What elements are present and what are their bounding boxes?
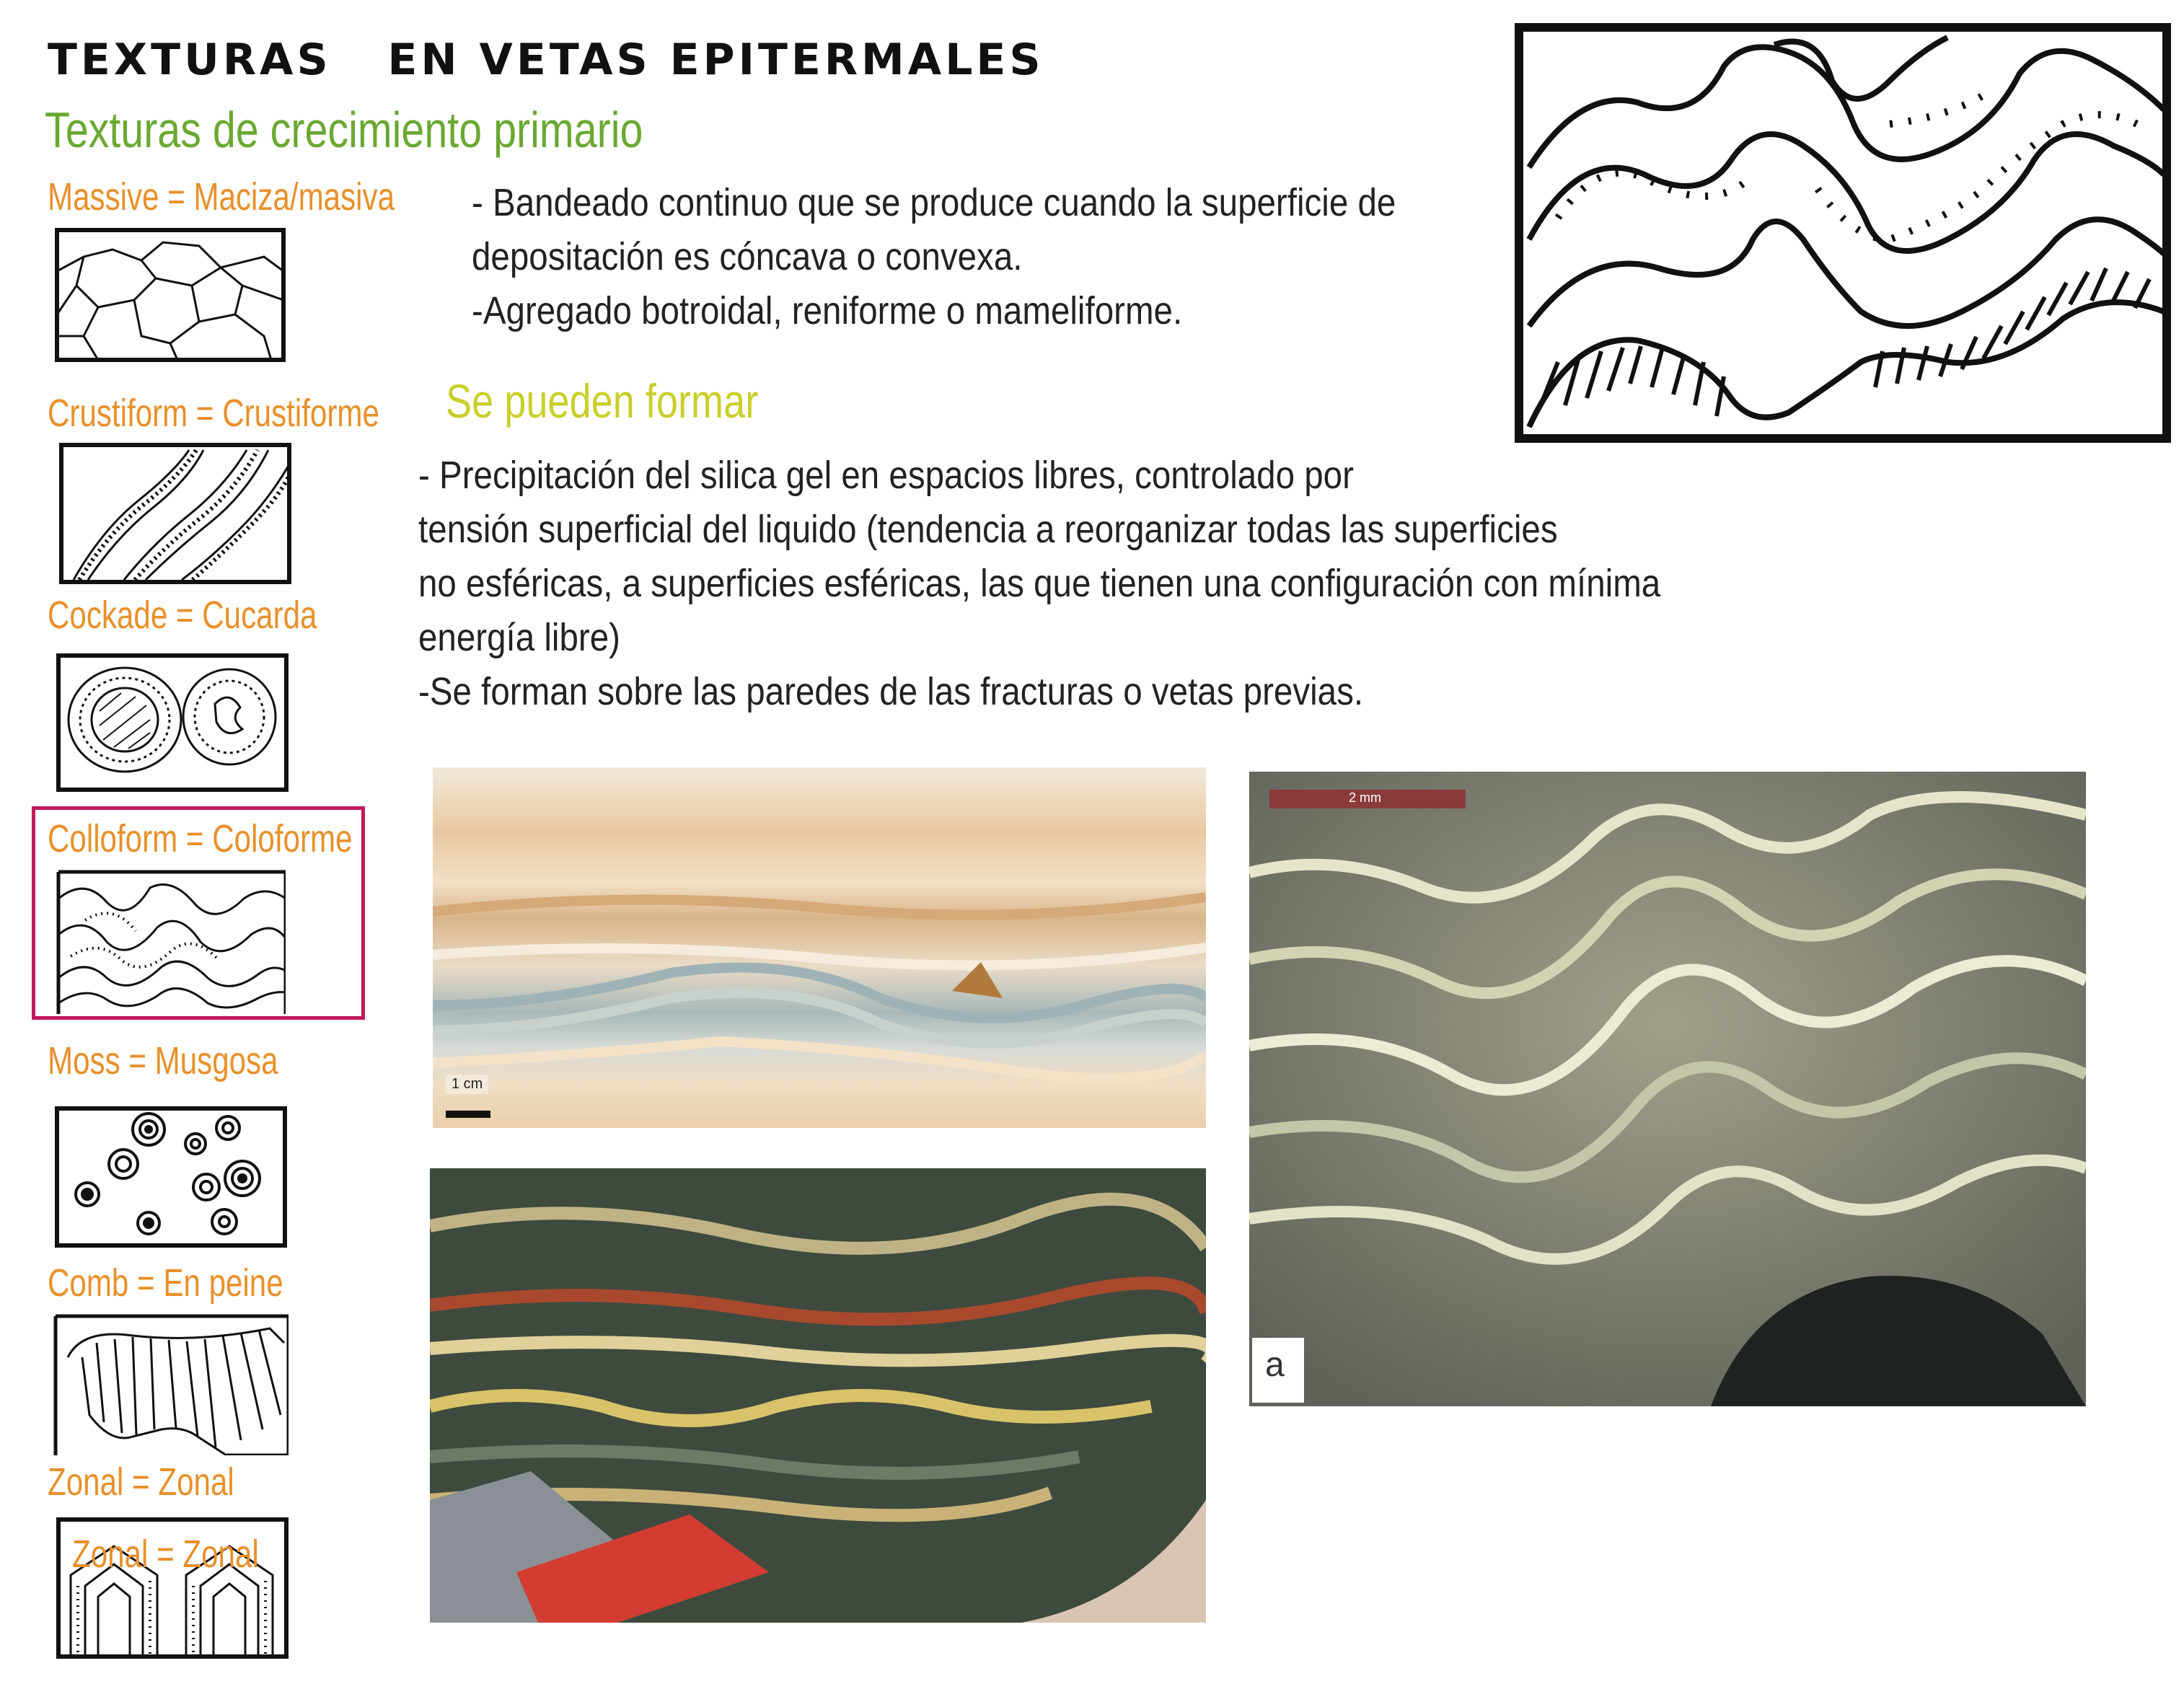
- description-line: depositación es cóncava o convexa.: [472, 235, 1023, 278]
- colloform-highlight-box: [32, 806, 365, 1020]
- description-line: -Agregado botroidal, reniforme o mamelif…: [472, 289, 1183, 332]
- comb-texture-sketch: [53, 1314, 289, 1455]
- panel-label: a: [1265, 1346, 1285, 1384]
- texture-label-massive: Massive = Maciza/masiva: [48, 175, 395, 219]
- colloform-micrograph: [1249, 772, 2086, 1406]
- formation-description: - Precipitación del silica gel en espaci…: [418, 449, 1660, 719]
- formation-heading: Se pueden formar: [446, 374, 759, 428]
- texture-label-moss: Moss = Musgosa: [48, 1039, 278, 1082]
- formation-line: energía libre): [418, 616, 621, 659]
- zonal-overlay-label: Zonal = Zonal: [72, 1533, 259, 1576]
- scale-bar-1cm: [446, 1111, 490, 1118]
- texture-label-cockade: Cockade = Cucarda: [48, 594, 317, 637]
- texture-label-crustiform: Crustiform = Crustiforme: [48, 392, 379, 435]
- cockade-texture-sketch: [56, 653, 289, 792]
- page-title: TEXTURAS EN VETAS EPITERMALES: [48, 35, 1044, 85]
- description-line: - Bandeado continuo que se produce cuand…: [472, 181, 1396, 224]
- banded-vein-photo: [433, 767, 1206, 1128]
- massive-texture-sketch: [55, 228, 286, 362]
- formation-line: tensión superficial del liquido (tendenc…: [418, 508, 1558, 551]
- colloform-large-sketch: [1515, 23, 2171, 443]
- moss-texture-sketch: [55, 1106, 287, 1248]
- texture-label-comb: Comb = En peine: [48, 1261, 283, 1305]
- texture-label-colloform: Colloform = Coloforme: [48, 817, 353, 860]
- section-subtitle: Texturas de crecimiento primario: [45, 102, 643, 158]
- texture-label-zonal: Zonal = Zonal: [48, 1460, 234, 1504]
- colloform-description: - Bandeado continuo que se produce cuand…: [472, 176, 1396, 338]
- crustiform-texture-sketch: [59, 443, 291, 584]
- scale-label-1cm: 1 cm: [446, 1075, 489, 1094]
- colloform-texture-sketch: [56, 870, 286, 1014]
- zonal-texture-sketch: [56, 1517, 289, 1659]
- panel-label-box: a: [1252, 1338, 1304, 1403]
- sulfide-vein-photo: [430, 1168, 1206, 1623]
- scale-label-2mm: 2 mm: [1349, 790, 1381, 805]
- formation-line: no esféricas, a superficies esféricas, l…: [418, 562, 1661, 605]
- formation-line: -Se forman sobre las paredes de las frac…: [418, 670, 1364, 713]
- formation-line: - Precipitación del silica gel en espaci…: [418, 454, 1354, 497]
- scale-bar-2mm: [1269, 790, 1466, 808]
